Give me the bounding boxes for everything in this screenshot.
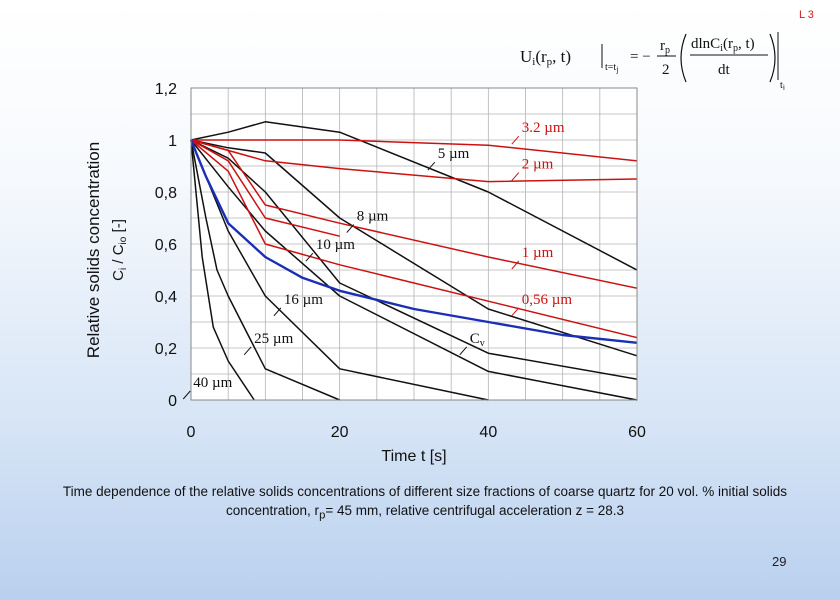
label-leader-line <box>459 346 468 356</box>
label-leader-line <box>511 260 520 270</box>
series-label: 5 µm <box>438 146 470 162</box>
y-tick-label: 1 <box>168 133 177 150</box>
series-line <box>189 139 638 344</box>
x-axis-title: Time t [s] <box>381 448 446 465</box>
series-label: 10 µm <box>316 237 355 253</box>
label-leader-line <box>427 161 436 171</box>
y-axis-title-line1: Relative solids concentration <box>84 142 103 358</box>
slide-corner-label: L 3 <box>799 9 814 21</box>
x-tick-label: 20 <box>331 424 349 441</box>
series-label: 1 µm <box>522 245 554 261</box>
formula-lhs: Ui(rp, t) <box>520 47 571 68</box>
series-line <box>191 139 638 162</box>
series-line <box>190 139 255 401</box>
tick-labels: 0 20 40 60 0 0,2 0,4 0,6 0,8 1 1,2 <box>155 81 646 441</box>
formula-den-two: 2 <box>662 62 670 78</box>
formula-equals: = − <box>630 49 651 65</box>
series-line <box>190 121 638 271</box>
formula-outer-sub: tj <box>780 80 785 90</box>
series-label: 2 µm <box>522 157 554 173</box>
label-leader-line <box>182 390 191 400</box>
series-line <box>190 139 340 401</box>
series-label: 8 µm <box>357 209 389 225</box>
x-tick-label: 0 <box>187 424 196 441</box>
series-labels: 40 µm 25 µm 16 µm 10 µm8 µm 5 µm 3.2 µm 2 µm 1 … <box>182 120 573 400</box>
y-tick-label: 0 <box>168 393 177 410</box>
figure-caption: Time dependence of the relative solids c… <box>62 484 788 522</box>
plot-frame <box>190 87 638 401</box>
formula-eval-sub: t=tj <box>605 62 618 74</box>
label-leader-line <box>305 252 314 262</box>
label-leader-line <box>243 346 252 356</box>
series-label: Cv <box>470 331 485 349</box>
chart: 40 µm 25 µm 16 µm 10 µm8 µm 5 µm 3.2 µm 2 µm 1 … <box>84 81 646 465</box>
y-tick-label: 0,4 <box>155 289 177 306</box>
formula: Ui(rp, t) t=tj = − rp 2 dlnCi(rp, t) dt … <box>520 32 785 90</box>
series-label: 25 µm <box>254 331 293 347</box>
x-tick-label: 40 <box>479 424 497 441</box>
formula-left-paren <box>680 33 687 83</box>
series-label: 40 µm <box>193 375 232 391</box>
y-tick-label: 1,2 <box>155 81 177 98</box>
formula-deriv-num: dlnCi(rp, t) <box>691 36 755 54</box>
page-number: 29 <box>772 554 787 569</box>
series-line <box>190 139 638 339</box>
y-tick-label: 0,2 <box>155 341 177 358</box>
series-line <box>190 139 638 401</box>
formula-num-r: rp <box>660 38 670 56</box>
label-leader-line <box>346 224 355 233</box>
formula-right-paren <box>769 33 776 83</box>
series-line <box>190 139 638 380</box>
series-label: 0,56 µm <box>522 292 573 308</box>
y-tick-label: 0,8 <box>155 185 177 202</box>
series-label: 16 µm <box>284 292 323 308</box>
series-line <box>190 139 638 357</box>
label-leader-line <box>511 172 520 181</box>
formula-deriv-den: dt <box>718 62 731 78</box>
y-tick-label: 0,6 <box>155 237 177 254</box>
series-line <box>190 139 638 183</box>
label-leader-line <box>273 307 282 317</box>
series-label: 3.2 µm <box>522 120 565 136</box>
label-leader-line <box>511 135 520 145</box>
x-tick-label: 60 <box>628 424 646 441</box>
y-axis-title-line2: Ci / Cio [-] <box>110 219 129 281</box>
series-line <box>190 139 489 401</box>
series-layer <box>189 121 638 401</box>
label-leader-line <box>511 307 520 317</box>
series-line <box>190 139 638 289</box>
series-line <box>190 139 340 237</box>
